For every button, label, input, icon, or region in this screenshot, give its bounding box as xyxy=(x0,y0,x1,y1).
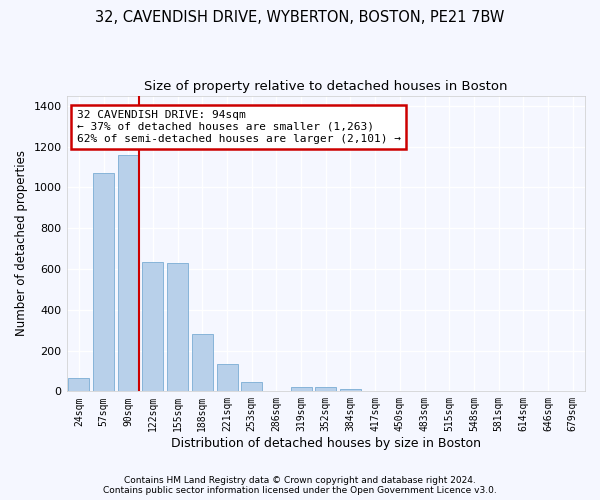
Y-axis label: Number of detached properties: Number of detached properties xyxy=(15,150,28,336)
Bar xyxy=(241,382,262,392)
Text: Contains HM Land Registry data © Crown copyright and database right 2024.
Contai: Contains HM Land Registry data © Crown c… xyxy=(103,476,497,495)
Bar xyxy=(290,388,311,392)
Title: Size of property relative to detached houses in Boston: Size of property relative to detached ho… xyxy=(144,80,508,93)
Bar xyxy=(167,263,188,392)
Bar xyxy=(93,173,114,392)
Text: 32, CAVENDISH DRIVE, WYBERTON, BOSTON, PE21 7BW: 32, CAVENDISH DRIVE, WYBERTON, BOSTON, P… xyxy=(95,10,505,25)
Text: 32 CAVENDISH DRIVE: 94sqm
← 37% of detached houses are smaller (1,263)
62% of se: 32 CAVENDISH DRIVE: 94sqm ← 37% of detac… xyxy=(77,110,401,144)
Bar xyxy=(118,154,139,392)
Bar xyxy=(68,378,89,392)
Bar xyxy=(315,388,336,392)
Bar xyxy=(217,364,238,392)
Bar xyxy=(192,334,213,392)
Bar xyxy=(340,390,361,392)
X-axis label: Distribution of detached houses by size in Boston: Distribution of detached houses by size … xyxy=(171,437,481,450)
Bar xyxy=(142,262,163,392)
